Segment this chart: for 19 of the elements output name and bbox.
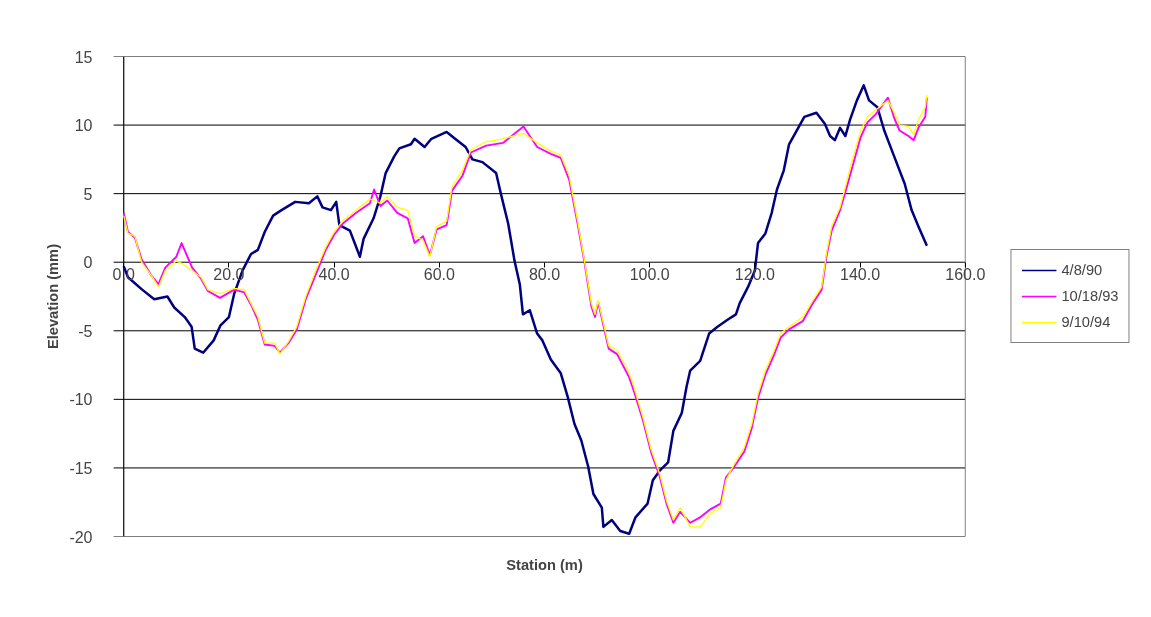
y-tick-label: -15: [69, 459, 93, 477]
legend-label: 9/10/94: [1061, 314, 1111, 330]
y-tick-label: -20: [69, 528, 93, 546]
x-tick-label: 100.0: [629, 266, 670, 284]
legend-label: 10/18/93: [1061, 288, 1119, 304]
x-axis-title: Station (m): [506, 556, 583, 573]
y-axis-title: Elevation (mm): [45, 243, 62, 350]
x-tick-label: 60.0: [423, 266, 455, 284]
x-tick-label: 160.0: [945, 266, 986, 284]
legend-label: 4/8/90: [1061, 262, 1103, 278]
x-tick-label: 140.0: [840, 266, 881, 284]
y-tick-label: -10: [69, 391, 93, 409]
y-tick-label: 5: [83, 185, 93, 203]
x-tick-label: 40.0: [318, 266, 350, 284]
y-tick-label: -5: [78, 322, 93, 340]
y-tick-label: 15: [74, 48, 93, 66]
x-tick-label: 80.0: [528, 266, 561, 284]
y-tick-label: 10: [74, 117, 93, 135]
y-tick-label: 0: [83, 254, 93, 272]
